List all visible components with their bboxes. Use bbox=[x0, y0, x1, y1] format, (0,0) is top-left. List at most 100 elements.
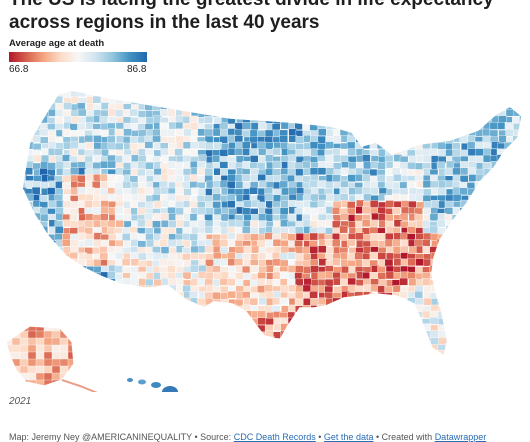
county-cell bbox=[204, 116, 213, 124]
county-cell bbox=[19, 344, 29, 353]
county-cell bbox=[475, 200, 484, 209]
county-cell bbox=[520, 167, 522, 175]
county-cell bbox=[114, 206, 124, 214]
county-cell bbox=[415, 258, 425, 266]
county-cell bbox=[482, 265, 491, 273]
county-cell bbox=[281, 350, 290, 356]
county-cell bbox=[190, 141, 199, 150]
county-cell bbox=[212, 292, 221, 300]
county-cell bbox=[393, 310, 403, 318]
county-cell bbox=[437, 284, 446, 293]
county-cell bbox=[512, 167, 522, 176]
county-cell bbox=[423, 188, 432, 197]
county-cell bbox=[369, 272, 378, 280]
county-cell bbox=[114, 343, 124, 351]
county-cell bbox=[131, 154, 140, 163]
county-cell bbox=[107, 285, 117, 293]
county-cell bbox=[46, 311, 56, 319]
county-cell bbox=[115, 336, 125, 344]
county-cell bbox=[287, 265, 297, 273]
county-cell bbox=[48, 317, 58, 325]
county-cell bbox=[205, 310, 214, 318]
source-link[interactable]: CDC Death Records bbox=[233, 432, 316, 442]
county-cell bbox=[475, 188, 485, 196]
county-cell bbox=[401, 330, 410, 338]
county-cell bbox=[377, 272, 387, 281]
county-cell bbox=[235, 181, 244, 189]
county-cell bbox=[227, 252, 236, 260]
county-cell bbox=[505, 317, 514, 325]
county-cell bbox=[437, 90, 446, 98]
county-cell bbox=[35, 351, 45, 360]
county-cell bbox=[519, 336, 522, 345]
county-cell bbox=[54, 233, 64, 241]
county-cell bbox=[190, 344, 199, 353]
county-cell bbox=[204, 344, 214, 352]
county-cell bbox=[174, 325, 184, 333]
county-cell bbox=[70, 201, 79, 209]
county-cell bbox=[376, 337, 386, 346]
county-cell bbox=[362, 259, 371, 267]
county-cell bbox=[251, 245, 260, 254]
county-cell bbox=[347, 109, 356, 118]
county-cell bbox=[107, 297, 116, 306]
county-cell bbox=[99, 116, 108, 124]
county-cell bbox=[460, 272, 470, 281]
county-cell bbox=[490, 318, 499, 327]
county-cell bbox=[55, 90, 65, 91]
county-cell bbox=[385, 96, 395, 104]
county-cell bbox=[40, 252, 49, 260]
county-cell bbox=[491, 200, 500, 208]
county-cell bbox=[22, 95, 26, 104]
county-cell bbox=[520, 343, 522, 351]
county-cell bbox=[32, 286, 41, 294]
county-cell bbox=[489, 233, 499, 241]
county-cell bbox=[341, 358, 349, 365]
county-cell bbox=[205, 207, 214, 216]
county-cell bbox=[264, 142, 274, 150]
county-cell bbox=[107, 181, 116, 189]
county-cell bbox=[355, 324, 364, 332]
county-cell bbox=[160, 90, 169, 92]
county-cell bbox=[40, 213, 49, 222]
county-cell bbox=[332, 128, 342, 137]
county-cell bbox=[265, 239, 274, 247]
county-cell bbox=[370, 343, 380, 351]
county-cell bbox=[227, 90, 237, 91]
county-cell bbox=[62, 168, 72, 177]
county-cell bbox=[107, 317, 116, 326]
county-cell bbox=[280, 90, 290, 91]
county-cell bbox=[39, 291, 49, 299]
county-cell bbox=[504, 298, 514, 307]
county-cell bbox=[340, 103, 350, 112]
county-cell bbox=[22, 271, 26, 279]
county-cell bbox=[468, 174, 477, 182]
county-cell bbox=[181, 311, 191, 320]
datawrapper-link[interactable]: Datawrapper bbox=[434, 432, 487, 442]
county-cell bbox=[152, 90, 161, 92]
county-cell bbox=[445, 122, 455, 130]
county-cell bbox=[242, 96, 252, 104]
county-cell bbox=[370, 336, 379, 344]
county-cell bbox=[490, 285, 500, 293]
county-cell bbox=[47, 304, 57, 313]
county-cell bbox=[204, 226, 214, 234]
county-cell bbox=[325, 310, 334, 319]
credit-prefix: Map: Jeremy Ney @AMERICANINEQUALITY • So… bbox=[9, 432, 232, 442]
county-cell bbox=[22, 148, 26, 157]
county-cell bbox=[505, 227, 514, 235]
county-cell bbox=[32, 278, 42, 286]
county-cell bbox=[250, 122, 260, 131]
county-cell bbox=[347, 148, 356, 156]
county-cell bbox=[422, 148, 431, 157]
county-cell bbox=[272, 239, 282, 247]
county-cell bbox=[22, 142, 26, 151]
county-cell bbox=[332, 116, 342, 124]
county-cell bbox=[295, 358, 303, 365]
county-cell bbox=[251, 356, 259, 363]
county-cell bbox=[227, 200, 236, 208]
county-cell bbox=[423, 116, 433, 124]
county-cell bbox=[279, 207, 289, 215]
get-data-link[interactable]: Get the data bbox=[323, 432, 374, 442]
county-cell bbox=[241, 330, 251, 338]
